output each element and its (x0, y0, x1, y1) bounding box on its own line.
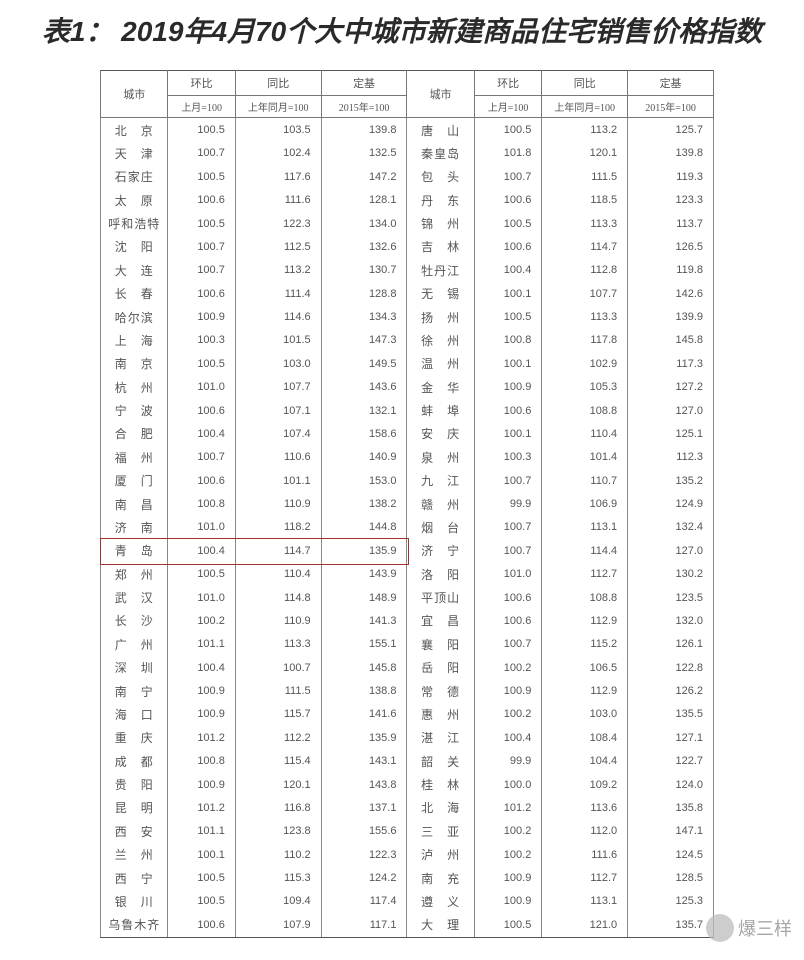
sub-mom-left: 上月=100 (168, 96, 235, 118)
table-row: 昆 明101.2116.8137.1北 海101.2113.6135.8 (101, 796, 714, 819)
sub-yoy-right: 上年同月=100 (542, 96, 628, 118)
table-row: 乌鲁木齐100.6107.9117.1大 理100.5121.0135.7 (101, 913, 714, 937)
table-row: 兰 州100.1110.2122.3泸 州100.2111.6124.5 (101, 843, 714, 866)
watermark-text: 爆三样 (738, 915, 792, 941)
col-yoy-right: 同比 (542, 71, 628, 96)
col-base-left: 定基 (321, 71, 407, 96)
price-index-table: 城市 环比 同比 定基 城市 环比 同比 定基 上月=100 上年同月=100 … (100, 70, 714, 937)
col-mom-left: 环比 (168, 71, 235, 96)
table-row: 杭 州101.0107.7143.6金 华100.9105.3127.2 (101, 376, 714, 399)
table-row: 上 海100.3101.5147.3徐 州100.8117.8145.8 (101, 329, 714, 352)
table-row: 广 州101.1113.3155.1襄 阳100.7115.2126.1 (101, 633, 714, 656)
table-row: 天 津100.7102.4132.5秦皇岛101.8120.1139.8 (101, 142, 714, 165)
table-row: 深 圳100.4100.7145.8岳 阳100.2106.5122.8 (101, 656, 714, 679)
table-row: 西 宁100.5115.3124.2南 充100.9112.7128.5 (101, 866, 714, 889)
col-city-left: 城市 (101, 71, 168, 118)
table-row: 济 南101.0118.2144.8烟 台100.7113.1132.4 (101, 516, 714, 539)
table-row: 海 口100.9115.7141.6惠 州100.2103.0135.5 (101, 703, 714, 726)
table-row: 哈尔滨100.9114.6134.3扬 州100.5113.3139.9 (101, 305, 714, 328)
col-mom-right: 环比 (474, 71, 541, 96)
col-city-right: 城市 (407, 71, 474, 118)
table-row: 大 连100.7113.2130.7牡丹江100.4112.8119.8 (101, 259, 714, 282)
table-row: 宁 波100.6107.1132.1蚌 埠100.6108.8127.0 (101, 399, 714, 422)
sub-base-right: 2015年=100 (628, 96, 714, 118)
watermark-icon (706, 914, 734, 942)
table-row: 贵 阳100.9120.1143.8桂 林100.0109.2124.0 (101, 773, 714, 796)
col-yoy-left: 同比 (235, 71, 321, 96)
table-row: 南 昌100.8110.9138.2赣 州99.9106.9124.9 (101, 492, 714, 515)
table-row: 长 沙100.2110.9141.3宜 昌100.6112.9132.0 (101, 609, 714, 632)
table-row: 北 京100.5103.5139.8唐 山100.5113.2125.7 (101, 118, 714, 142)
table-row: 郑 州100.5110.4143.9洛 阳101.0112.7130.2 (101, 563, 714, 586)
table-row: 成 都100.8115.4143.1韶 关99.9104.4122.7 (101, 750, 714, 773)
table-row: 呼和浩特100.5122.3134.0锦 州100.5113.3113.7 (101, 212, 714, 235)
table-row: 西 安101.1123.8155.6三 亚100.2112.0147.1 (101, 820, 714, 843)
sub-mom-right: 上月=100 (474, 96, 541, 118)
table-row: 石家庄100.5117.6147.2包 头100.7111.5119.3 (101, 165, 714, 188)
sub-base-left: 2015年=100 (321, 96, 407, 118)
table-row: 武 汉101.0114.8148.9平顶山100.6108.8123.5 (101, 586, 714, 609)
table-title: 表1： 2019年4月70个大中城市新建商品住宅销售价格指数 (0, 0, 804, 58)
table-row: 南 京100.5103.0149.5温 州100.1102.9117.3 (101, 352, 714, 375)
table-header: 城市 环比 同比 定基 城市 环比 同比 定基 上月=100 上年同月=100 … (101, 71, 714, 118)
table-row: 南 宁100.9111.5138.8常 德100.9112.9126.2 (101, 679, 714, 702)
table-row: 福 州100.7110.6140.9泉 州100.3101.4112.3 (101, 446, 714, 469)
table-row: 银 川100.5109.4117.4遵 义100.9113.1125.3 (101, 890, 714, 913)
col-base-right: 定基 (628, 71, 714, 96)
table-row: 太 原100.6111.6128.1丹 东100.6118.5123.3 (101, 189, 714, 212)
table-row: 厦 门100.6101.1153.0九 江100.7110.7135.2 (101, 469, 714, 492)
watermark: 爆三样 (706, 914, 792, 942)
table-row: 长 春100.6111.4128.8无 锡100.1107.7142.6 (101, 282, 714, 305)
table-row: 沈 阳100.7112.5132.6吉 林100.6114.7126.5 (101, 235, 714, 258)
table-body: 北 京100.5103.5139.8唐 山100.5113.2125.7天 津1… (101, 118, 714, 937)
table-row: 合 肥100.4107.4158.6安 庆100.1110.4125.1 (101, 422, 714, 445)
table-row: 重 庆101.2112.2135.9湛 江100.4108.4127.1 (101, 726, 714, 749)
sub-yoy-left: 上年同月=100 (235, 96, 321, 118)
table-row: 青 岛100.4114.7135.9济 宁100.7114.4127.0 (101, 539, 714, 562)
